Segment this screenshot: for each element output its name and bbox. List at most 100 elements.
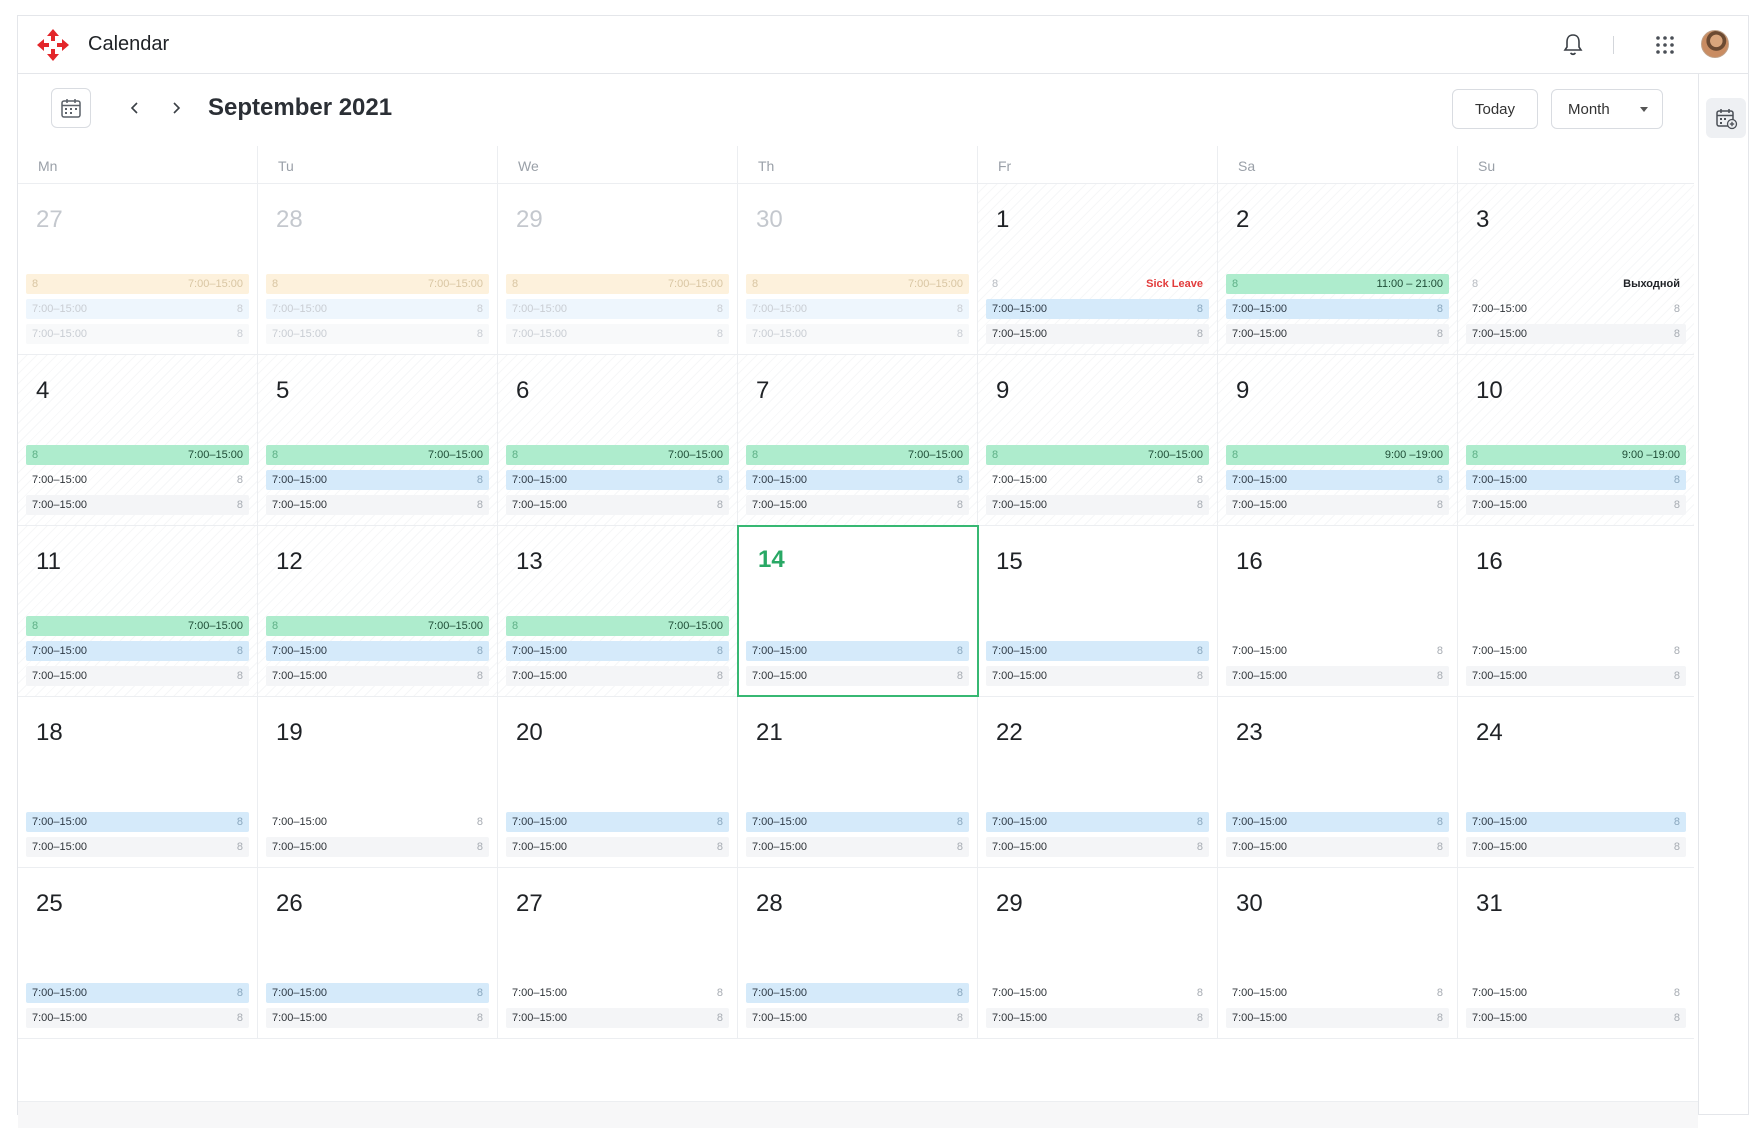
shift-entry[interactable]: 8 Выходной [1466, 274, 1686, 294]
day-cell[interactable]: 13 8 7:00–15:00 7:00–15:00 8 7:00–15:00 8 [498, 526, 738, 696]
day-cell[interactable]: 30 7:00–15:00 8 7:00–15:00 8 [1218, 868, 1458, 1038]
shift-entry[interactable]: 8 7:00–15:00 [26, 616, 249, 636]
shift-entry[interactable]: 7:00–15:00 8 [1226, 299, 1449, 319]
shift-entry[interactable]: 7:00–15:00 8 [266, 812, 489, 832]
shift-entry[interactable]: 8 9:00 –19:00 [1226, 445, 1449, 465]
shift-entry[interactable]: 7:00–15:00 8 [986, 324, 1209, 344]
shift-entry[interactable]: 7:00–15:00 8 [986, 299, 1209, 319]
shift-entry[interactable]: 7:00–15:00 8 [1466, 666, 1686, 686]
shift-entry[interactable]: 7:00–15:00 8 [1466, 1008, 1686, 1028]
shift-entry[interactable]: 8 7:00–15:00 [266, 445, 489, 465]
shift-entry[interactable]: 8 11:00 – 21:00 [1226, 274, 1449, 294]
shift-entry[interactable]: 7:00–15:00 8 [266, 470, 489, 490]
day-cell[interactable]: 5 8 7:00–15:00 7:00–15:00 8 7:00–15:00 8 [258, 355, 498, 525]
shift-entry[interactable]: 7:00–15:00 8 [1226, 1008, 1449, 1028]
day-cell[interactable]: 28 7:00–15:00 8 7:00–15:00 8 [738, 868, 978, 1038]
shift-entry[interactable]: 7:00–15:00 8 [506, 837, 729, 857]
shift-entry[interactable]: 8 7:00–15:00 [266, 274, 489, 294]
shift-entry[interactable]: 7:00–15:00 8 [1226, 837, 1449, 857]
shift-entry[interactable]: 7:00–15:00 8 [1466, 837, 1686, 857]
avatar[interactable] [1701, 30, 1729, 58]
day-cell[interactable]: 3 8 Выходной 7:00–15:00 8 7:00–15:00 8 [1458, 184, 1694, 354]
shift-entry[interactable]: 7:00–15:00 8 [26, 812, 249, 832]
shift-entry[interactable]: 7:00–15:00 8 [26, 837, 249, 857]
shift-entry[interactable]: 7:00–15:00 8 [1226, 812, 1449, 832]
day-cell[interactable]: 18 7:00–15:00 8 7:00–15:00 8 [18, 697, 258, 867]
day-cell[interactable]: 16 7:00–15:00 8 7:00–15:00 8 [1218, 526, 1458, 696]
shift-entry[interactable]: 7:00–15:00 8 [1226, 324, 1449, 344]
day-cell[interactable]: 24 7:00–15:00 8 7:00–15:00 8 [1458, 697, 1694, 867]
day-cell[interactable]: 27 8 7:00–15:00 7:00–15:00 8 7:00–15:00 8 [18, 184, 258, 354]
shift-entry[interactable]: 7:00–15:00 8 [1226, 495, 1449, 515]
shift-entry[interactable]: 7:00–15:00 8 [26, 641, 249, 661]
day-cell[interactable]: 7 8 7:00–15:00 7:00–15:00 8 7:00–15:00 8 [738, 355, 978, 525]
shift-entry[interactable]: 7:00–15:00 8 [746, 983, 969, 1003]
shift-entry[interactable]: 7:00–15:00 8 [26, 983, 249, 1003]
shift-entry[interactable]: 7:00–15:00 8 [1226, 983, 1449, 1003]
shift-entry[interactable]: 7:00–15:00 8 [506, 299, 729, 319]
day-cell[interactable]: 23 7:00–15:00 8 7:00–15:00 8 [1218, 697, 1458, 867]
day-cell[interactable]: 21 7:00–15:00 8 7:00–15:00 8 [738, 697, 978, 867]
shift-entry[interactable]: 7:00–15:00 8 [986, 983, 1209, 1003]
shift-entry[interactable]: 7:00–15:00 8 [986, 666, 1209, 686]
day-cell[interactable]: 30 8 7:00–15:00 7:00–15:00 8 7:00–15:00 8 [738, 184, 978, 354]
shift-entry[interactable]: 8 7:00–15:00 [506, 274, 729, 294]
shift-entry[interactable]: 8 7:00–15:00 [26, 274, 249, 294]
today-button[interactable]: Today [1452, 89, 1538, 129]
day-cell[interactable]: 15 7:00–15:00 8 7:00–15:00 8 [978, 526, 1218, 696]
shift-entry[interactable]: 8 7:00–15:00 [746, 445, 969, 465]
shift-entry[interactable]: 8 7:00–15:00 [26, 445, 249, 465]
day-cell[interactable]: 19 7:00–15:00 8 7:00–15:00 8 [258, 697, 498, 867]
day-cell[interactable]: 28 8 7:00–15:00 7:00–15:00 8 7:00–15:00 8 [258, 184, 498, 354]
shift-entry[interactable]: 8 7:00–15:00 [506, 445, 729, 465]
shift-entry[interactable]: 7:00–15:00 8 [746, 495, 969, 515]
shift-entry[interactable]: 7:00–15:00 8 [266, 837, 489, 857]
day-cell[interactable]: 9 8 9:00 –19:00 7:00–15:00 8 7:00–15:00 8 [1218, 355, 1458, 525]
shift-entry[interactable]: 7:00–15:00 8 [506, 812, 729, 832]
shift-entry[interactable]: 8 7:00–15:00 [986, 445, 1209, 465]
shift-entry[interactable]: 7:00–15:00 8 [986, 812, 1209, 832]
day-cell[interactable]: 29 8 7:00–15:00 7:00–15:00 8 7:00–15:00 8 [498, 184, 738, 354]
shift-entry[interactable]: 7:00–15:00 8 [746, 324, 969, 344]
shift-entry[interactable]: 7:00–15:00 8 [506, 470, 729, 490]
shift-entry[interactable]: 7:00–15:00 8 [746, 641, 969, 661]
shift-entry[interactable]: 7:00–15:00 8 [1466, 299, 1686, 319]
shift-entry[interactable]: 7:00–15:00 8 [986, 641, 1209, 661]
shift-entry[interactable]: 7:00–15:00 8 [1466, 324, 1686, 344]
shift-entry[interactable]: 7:00–15:00 8 [506, 495, 729, 515]
day-cell[interactable]: 27 7:00–15:00 8 7:00–15:00 8 [498, 868, 738, 1038]
shift-entry[interactable]: 7:00–15:00 8 [746, 299, 969, 319]
shift-entry[interactable]: 7:00–15:00 8 [266, 495, 489, 515]
shift-entry[interactable]: 7:00–15:00 8 [1226, 470, 1449, 490]
shift-entry[interactable]: 7:00–15:00 8 [26, 1008, 249, 1028]
shift-entry[interactable]: 7:00–15:00 8 [746, 1008, 969, 1028]
shift-entry[interactable]: 7:00–15:00 8 [506, 324, 729, 344]
day-cell[interactable]: 1 8 Sick Leave 7:00–15:00 8 7:00–15:00 8 [978, 184, 1218, 354]
shift-entry[interactable]: 7:00–15:00 8 [266, 324, 489, 344]
shift-entry[interactable]: 7:00–15:00 8 [986, 1008, 1209, 1028]
shift-entry[interactable]: 8 Sick Leave [986, 274, 1209, 294]
shift-entry[interactable]: 7:00–15:00 8 [266, 641, 489, 661]
shift-entry[interactable]: 7:00–15:00 8 [506, 666, 729, 686]
day-cell[interactable]: 16 7:00–15:00 8 7:00–15:00 8 [1458, 526, 1694, 696]
day-cell[interactable]: 9 8 7:00–15:00 7:00–15:00 8 7:00–15:00 8 [978, 355, 1218, 525]
shift-entry[interactable]: 7:00–15:00 8 [746, 837, 969, 857]
shift-entry[interactable]: 7:00–15:00 8 [746, 666, 969, 686]
shift-entry[interactable]: 7:00–15:00 8 [26, 495, 249, 515]
day-cell[interactable]: 11 8 7:00–15:00 7:00–15:00 8 7:00–15:00 8 [18, 526, 258, 696]
shift-entry[interactable]: 7:00–15:00 8 [266, 299, 489, 319]
apps-grid-icon[interactable] [1655, 35, 1675, 55]
shift-entry[interactable]: 7:00–15:00 8 [266, 666, 489, 686]
shift-entry[interactable]: 7:00–15:00 8 [746, 470, 969, 490]
shift-entry[interactable]: 7:00–15:00 8 [1466, 495, 1686, 515]
shift-entry[interactable]: 7:00–15:00 8 [506, 983, 729, 1003]
shift-entry[interactable]: 7:00–15:00 8 [1466, 470, 1686, 490]
shift-entry[interactable]: 7:00–15:00 8 [26, 666, 249, 686]
shift-entry[interactable]: 7:00–15:00 8 [1226, 641, 1449, 661]
day-cell[interactable]: 6 8 7:00–15:00 7:00–15:00 8 7:00–15:00 8 [498, 355, 738, 525]
day-cell[interactable]: 4 8 7:00–15:00 7:00–15:00 8 7:00–15:00 8 [18, 355, 258, 525]
bell-icon[interactable] [1561, 32, 1585, 58]
day-cell[interactable]: 20 7:00–15:00 8 7:00–15:00 8 [498, 697, 738, 867]
day-cell[interactable]: 29 7:00–15:00 8 7:00–15:00 8 [978, 868, 1218, 1038]
shift-entry[interactable]: 7:00–15:00 8 [1226, 666, 1449, 686]
